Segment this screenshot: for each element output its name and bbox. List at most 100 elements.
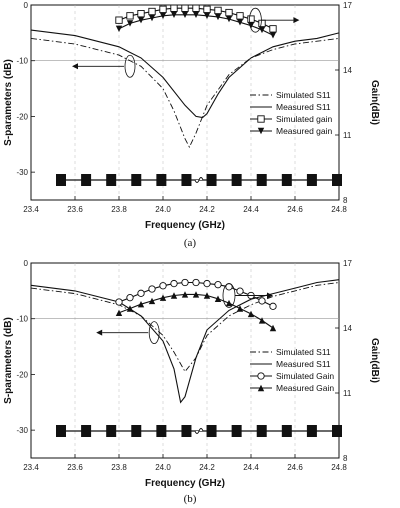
panel-b-y-tick-label: -20: [16, 370, 28, 379]
panel-a-x-tick-label: 24.0: [155, 205, 171, 214]
patch-element: [131, 425, 142, 437]
patch-element: [256, 174, 267, 186]
panel-b-data-point: [203, 279, 211, 288]
panel-a-data-point: [192, 4, 200, 12]
panel-b-x-tick-label: 23.4: [23, 463, 39, 472]
panel-a-x-tick-label: 24.4: [243, 205, 259, 214]
legend-marker: [257, 127, 265, 135]
panel-a-x-tick-label: 24.8: [331, 205, 347, 214]
panel-a-legend: Simulated S11 Measured S11 Simulated gain M…: [250, 90, 333, 136]
panel-b-data-point: [258, 317, 266, 324]
panel-b-data-point: [159, 282, 167, 290]
panel-b-y2-tick-label: 14: [343, 324, 352, 333]
panel-b-data-point: [192, 291, 200, 298]
patch-element: [206, 174, 217, 186]
patch-element: [332, 425, 342, 437]
panel-b-y2-tick-label: 11: [343, 389, 352, 398]
patch-element: [231, 425, 242, 437]
panel-b-series-2: [115, 278, 277, 310]
panel-a-series-line: [30, 29, 340, 119]
panel-b-data-point: [247, 310, 255, 318]
panel-a-x-axis-title: Frequency (GHz): [145, 220, 225, 231]
panel-b-data-point: [170, 279, 178, 288]
left-arrow-head: [96, 329, 103, 336]
panel-a-data-point: [214, 13, 222, 21]
left-axis-ellipse: [124, 54, 136, 78]
panel-a-y2-axis-title: Gain(dBi): [369, 80, 380, 125]
legend-marker: [257, 372, 265, 380]
panel-a-data-point: [115, 16, 123, 24]
legend-label: Measured S11: [276, 102, 331, 112]
patch-element: [106, 174, 117, 186]
panel-b-y-tick-label: -30: [16, 426, 28, 435]
legend-label: Measured S11: [276, 359, 331, 369]
panel-b-data-point: [115, 309, 123, 317]
panel-b-x-tick-label: 24.0: [155, 463, 171, 472]
panel-a-data-point: [192, 11, 200, 18]
panel-b-data-point: [181, 278, 189, 287]
panel-b-data-point: [214, 281, 222, 289]
patch-element: [256, 425, 267, 437]
panel-a-data-point: [258, 26, 266, 34]
panel-a-data-point: [115, 25, 123, 33]
panel-a-data-point: [126, 12, 134, 20]
panel-a-data-point: [137, 16, 145, 24]
panel-b-x-tick-label: 23.6: [67, 463, 83, 472]
panel-a-data-point: [258, 19, 266, 28]
panel-a-data-point: [236, 19, 244, 26]
panel-a-y2-tick-label: 8: [343, 196, 348, 205]
panel-b-x-tick-label: 24.4: [243, 463, 259, 472]
panel-a-series-2: [115, 4, 277, 33]
panel-a-data-point: [203, 12, 211, 20]
panel-b-series-3: [115, 291, 277, 332]
panel-b-data-point: [203, 292, 211, 299]
panel-a-y2-tick-label: 11: [343, 131, 352, 140]
panel-b-caption: (b): [184, 493, 197, 505]
panel-a-data-point: [148, 14, 156, 22]
panel-a-data-point: [159, 12, 167, 20]
panel-a-y2-tick-label: 17: [343, 1, 352, 10]
patch-element: [156, 425, 167, 437]
panel-a-series-1: [30, 29, 340, 119]
panel-a-data-point: [225, 15, 233, 23]
panel-a-data-point: [236, 12, 244, 20]
panel-b-y2-axis-title: Gain(dBi): [369, 338, 380, 383]
panel-a-data-point: [148, 7, 156, 16]
patch-element: [332, 174, 342, 186]
panel-b-data-point: [148, 297, 156, 305]
panel-a-y-tick-label: 0: [24, 1, 29, 10]
panel-a-data-point: [181, 4, 189, 12]
legend-label: Simulated gain: [276, 114, 333, 124]
feed-point: [194, 177, 204, 183]
panel-a-data-point: [214, 6, 222, 15]
panel-a-series-3: [115, 11, 277, 39]
left-axis-ellipse: [148, 321, 160, 345]
panel-a-y-tick-label: -20: [16, 112, 28, 121]
left-arrow-head: [72, 63, 78, 70]
panel-b-data-point: [126, 294, 134, 302]
panel-a-series-0: [30, 37, 340, 149]
panel-b-x-tick-label: 24.2: [199, 463, 215, 472]
panel-b-data-point: [214, 295, 222, 302]
panel-a-caption: (a): [184, 237, 197, 249]
legend-label: Simulated S11: [276, 347, 331, 357]
panel-a-data-point: [170, 4, 178, 12]
panel-b-data-point: [115, 298, 123, 306]
panel-b-annotations: [96, 283, 273, 345]
panel-b-data-point: [236, 287, 244, 295]
patch-element: [181, 174, 192, 186]
panel-b-data-point: [269, 324, 277, 332]
panel-a-data-point: [181, 11, 189, 18]
legend-label: Simulated S11: [276, 90, 331, 100]
panel-a-data-point: [203, 5, 211, 13]
panel-b-data-point: [236, 305, 244, 312]
panel-b-antenna-schematic: [56, 425, 342, 437]
patch-element: [306, 174, 317, 186]
panel-b-y2-tick-label: 8: [343, 454, 348, 463]
feed-point: [194, 428, 204, 434]
panel-b-legend: Simulated S11 Measured S11 Simulated Gain M…: [250, 347, 334, 393]
panel-a-x-tick-label: 23.8: [111, 205, 127, 214]
right-arrow-head: [267, 292, 273, 299]
panel-b-data-point: [159, 294, 167, 301]
panel-b-data-point: [170, 292, 178, 299]
